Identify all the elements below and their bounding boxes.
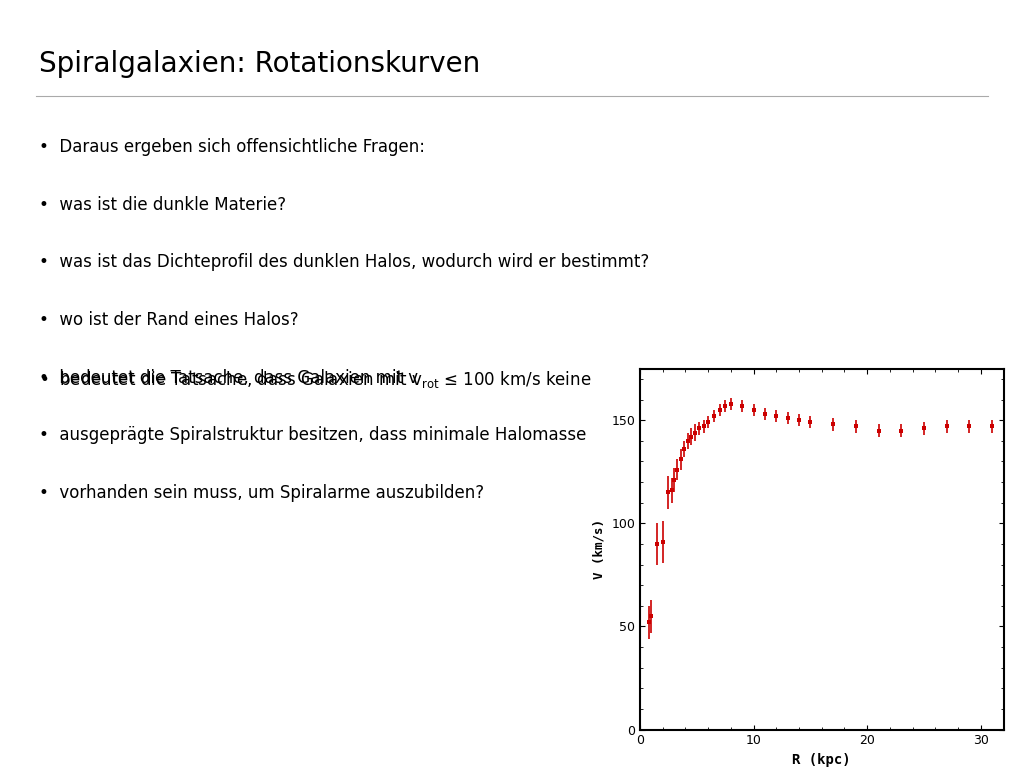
- Text: •  was ist die dunkle Materie?: • was ist die dunkle Materie?: [39, 196, 286, 214]
- Text: •  ausgeprägte Spiralstruktur besitzen, dass minimale Halomasse: • ausgeprägte Spiralstruktur besitzen, d…: [39, 426, 587, 444]
- X-axis label: R (kpc): R (kpc): [793, 753, 851, 767]
- Text: Spiralgalaxien: Rotationskurven: Spiralgalaxien: Rotationskurven: [39, 50, 480, 78]
- Text: •  was ist das Dichteprofil des dunklen Halos, wodurch wird er bestimmt?: • was ist das Dichteprofil des dunklen H…: [39, 253, 649, 271]
- Text: •  Daraus ergeben sich offensichtliche Fragen:: • Daraus ergeben sich offensichtliche Fr…: [39, 138, 425, 156]
- Text: •  bedeutet die Tatsache, dass Galaxien mit v$_{\rm rot}$ ≤ 100 km/s keine: • bedeutet die Tatsache, dass Galaxien m…: [39, 369, 592, 389]
- Text: •  vorhanden sein muss, um Spiralarme auszubilden?: • vorhanden sein muss, um Spiralarme aus…: [39, 484, 484, 502]
- Text: •  wo ist der Rand eines Halos?: • wo ist der Rand eines Halos?: [39, 311, 299, 329]
- Text: •  bedeutet die Tatsache, dass Galaxien mit v: • bedeutet die Tatsache, dass Galaxien m…: [39, 369, 418, 386]
- Y-axis label: V (km/s): V (km/s): [593, 519, 606, 579]
